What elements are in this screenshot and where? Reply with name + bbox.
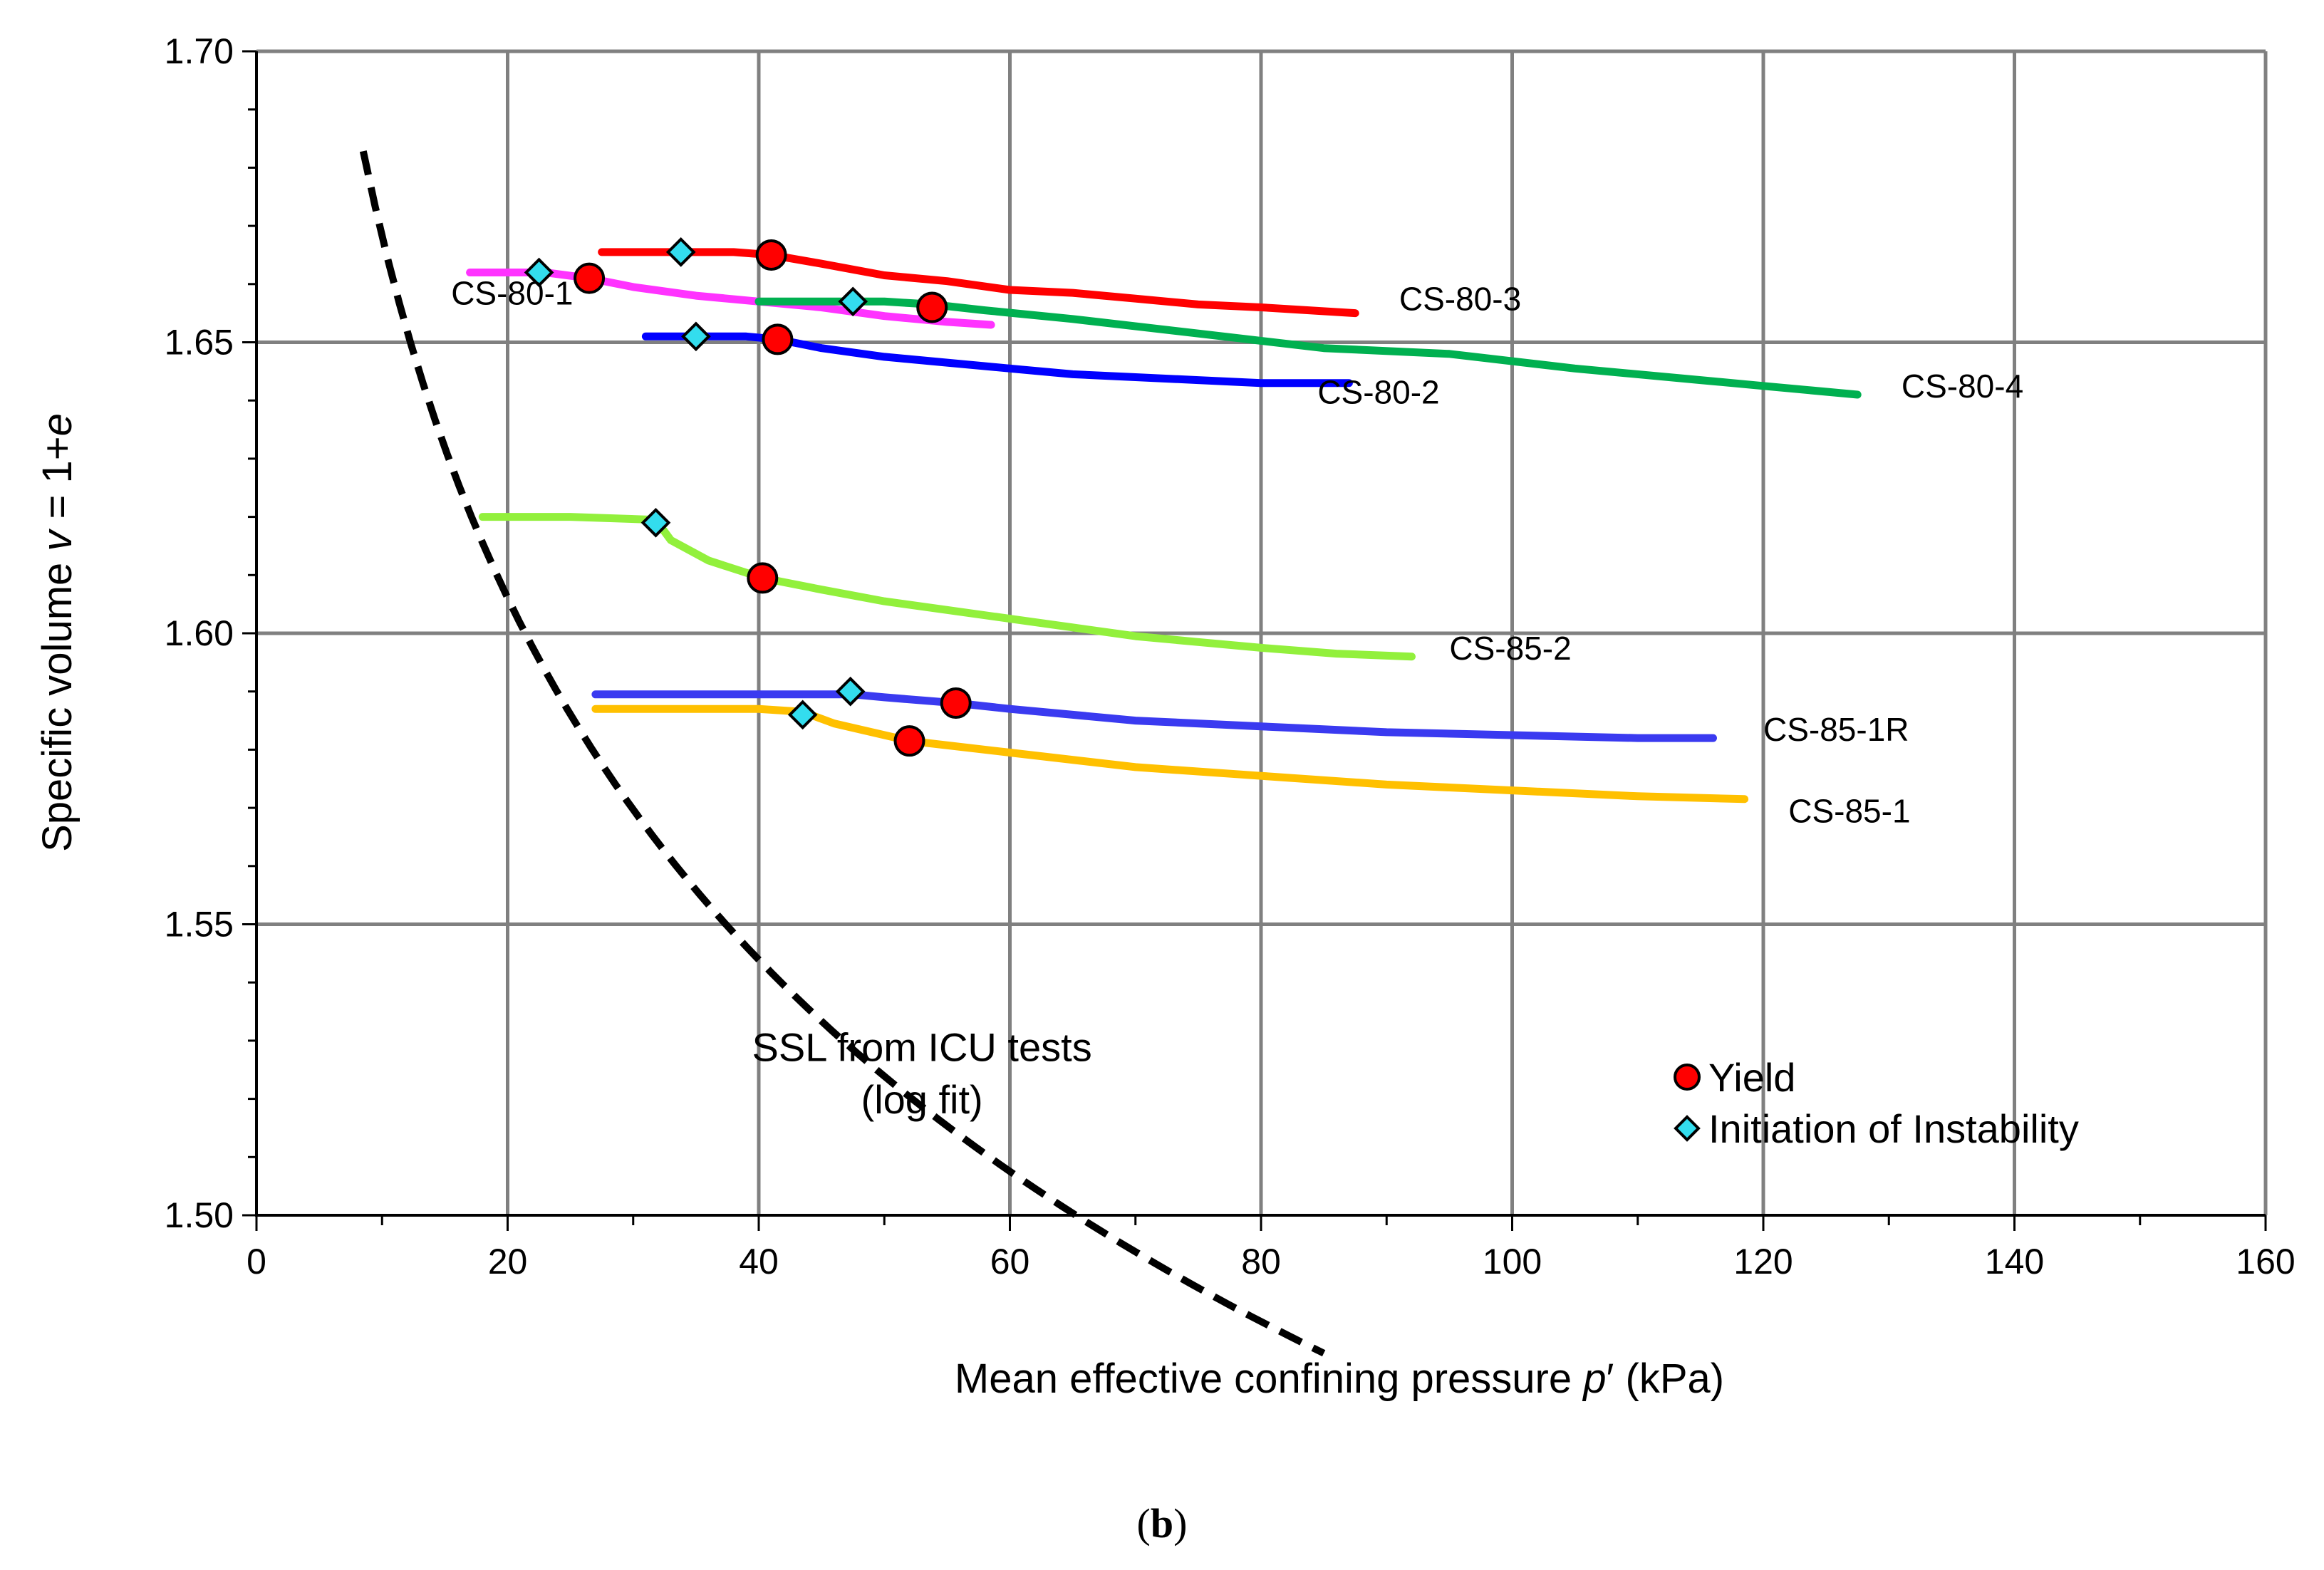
series-line-cs-80-2 bbox=[641, 332, 1353, 388]
legend: Yield Initiation of Instability bbox=[1674, 1055, 2079, 1151]
series-label-cs-80-3: CS-80-3 bbox=[1399, 281, 1521, 318]
legend-instability-label: Initiation of Instability bbox=[1708, 1106, 2079, 1151]
y-tick-label: 1.50 bbox=[165, 1195, 234, 1235]
ssl-curve bbox=[359, 150, 1326, 1357]
x-tick-label: 0 bbox=[247, 1242, 266, 1282]
y-axis-title-middle: = 1+ bbox=[34, 436, 81, 530]
grid bbox=[256, 49, 2268, 1215]
ssl-annotation-line2: (log fit) bbox=[861, 1077, 983, 1122]
series-labels: CS-80-3 CS-80-1 CS-80-4 CS-80-2 CS-85-2 CS-85… bbox=[451, 274, 2023, 829]
x-axis-title-prefix: Mean effective confining pressure bbox=[955, 1356, 1583, 1402]
instability-point bbox=[665, 237, 696, 267]
y-tick-label: 1.55 bbox=[165, 905, 234, 945]
x-axis-title-symbol: p bbox=[1582, 1356, 1606, 1402]
x-tick-label: 160 bbox=[2236, 1242, 2295, 1282]
yield-point bbox=[747, 562, 779, 594]
markers bbox=[524, 237, 972, 757]
yield-point bbox=[893, 725, 925, 757]
y-tick-label: 1.60 bbox=[165, 613, 234, 653]
y-axis-title: Specific volume v = 1+e bbox=[34, 413, 81, 852]
x-tick-label: 140 bbox=[1985, 1242, 2044, 1282]
x-tick-label: 40 bbox=[739, 1242, 779, 1282]
x-tick-label: 120 bbox=[1733, 1242, 1793, 1282]
instability-point bbox=[524, 257, 554, 288]
instability-point bbox=[787, 700, 818, 730]
caption-letter: b bbox=[1151, 1500, 1173, 1546]
legend-instability-marker bbox=[1674, 1115, 1701, 1142]
y-tick-label: 1.70 bbox=[165, 31, 234, 71]
yield-point bbox=[916, 291, 948, 323]
x-tick-label: 20 bbox=[488, 1242, 528, 1282]
x-axis-title-suffix: ′ (kPa) bbox=[1607, 1356, 1725, 1402]
x-tick-label: 80 bbox=[1241, 1242, 1281, 1282]
yield-point bbox=[574, 262, 606, 294]
instability-point bbox=[835, 676, 866, 707]
series-label-cs-85-2: CS-85-2 bbox=[1449, 630, 1571, 667]
ticks: 1.50 1.55 1.60 1.65 1.70 0 20 40 60 80 100 120 140 16… bbox=[165, 31, 2296, 1282]
series-line-cs-85-1r bbox=[591, 690, 1717, 742]
ssl-dashed-line bbox=[359, 150, 1326, 1357]
yield-point bbox=[940, 687, 972, 719]
series-label-cs-85-1: CS-85-1 bbox=[1788, 793, 1910, 830]
y-axis-title-symbol2: e bbox=[34, 413, 81, 436]
y-axis-title-prefix: Specific volume bbox=[34, 551, 81, 852]
series-line-cs-80-3 bbox=[598, 248, 1359, 318]
legend-yield-marker bbox=[1674, 1064, 1701, 1091]
series-line-cs-85-1 bbox=[591, 705, 1749, 804]
y-tick-label: 1.65 bbox=[165, 323, 234, 363]
ssl-annotation-line1: SSL from ICU tests bbox=[752, 1024, 1092, 1069]
caption-open: ( bbox=[1137, 1500, 1151, 1546]
series-label-cs-80-4: CS-80-4 bbox=[1902, 368, 2023, 405]
x-axis-title: Mean effective confining pressure p′ (kP… bbox=[955, 1356, 1724, 1402]
series-label-cs-80-2: CS-80-2 bbox=[1317, 373, 1439, 410]
caption-close: ) bbox=[1173, 1500, 1187, 1546]
instability-point bbox=[681, 321, 711, 352]
yield-point bbox=[755, 239, 787, 271]
figure-caption: (b) bbox=[1137, 1500, 1188, 1546]
series-label-cs-80-1: CS-80-1 bbox=[451, 274, 573, 311]
yield-point bbox=[762, 323, 794, 355]
x-tick-label: 100 bbox=[1483, 1242, 1542, 1282]
x-tick-label: 60 bbox=[990, 1242, 1030, 1282]
instability-point bbox=[838, 286, 868, 317]
legend-yield-label: Yield bbox=[1708, 1055, 1795, 1100]
instability-point bbox=[640, 507, 671, 538]
y-axis-title-symbol: v bbox=[34, 529, 81, 551]
series-label-cs-85-1r: CS-85-1R bbox=[1763, 711, 1909, 748]
